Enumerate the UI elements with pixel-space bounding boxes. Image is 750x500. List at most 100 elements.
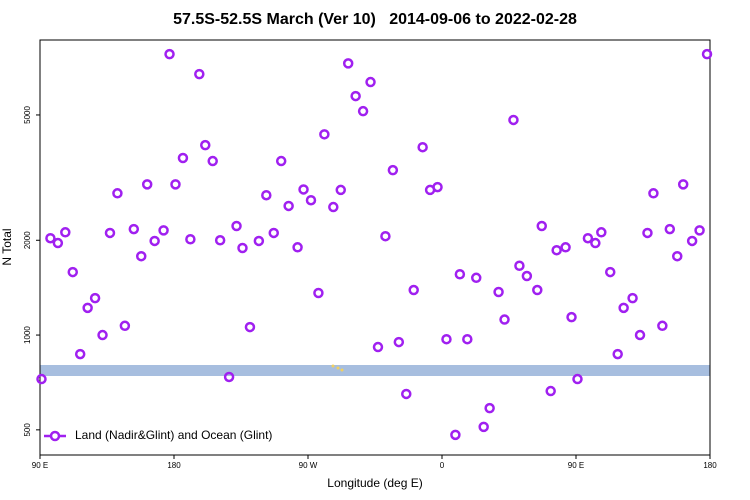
point xyxy=(671,250,683,262)
point xyxy=(67,266,79,278)
point xyxy=(484,402,495,414)
point xyxy=(596,227,607,238)
point xyxy=(335,184,347,196)
x-tick-label: 180 xyxy=(703,461,717,470)
point xyxy=(521,270,533,282)
point xyxy=(52,237,64,249)
point xyxy=(328,201,339,213)
point xyxy=(677,179,689,190)
point xyxy=(627,292,638,304)
plot-frame xyxy=(39,39,711,456)
land-strip xyxy=(40,365,710,376)
y-axis-label: N Total xyxy=(0,228,14,265)
point xyxy=(634,329,646,341)
point xyxy=(545,385,556,397)
point xyxy=(493,286,504,298)
point xyxy=(214,235,226,246)
point xyxy=(664,223,676,235)
point xyxy=(112,188,123,199)
point xyxy=(82,302,93,314)
point xyxy=(441,333,452,345)
x-tick-label: 90 E xyxy=(32,461,48,470)
point xyxy=(253,235,265,247)
point xyxy=(350,90,361,102)
point xyxy=(74,348,86,360)
point xyxy=(36,373,47,385)
point xyxy=(462,333,473,345)
x-tick-label: 90 E xyxy=(568,461,584,470)
point xyxy=(268,227,280,239)
point xyxy=(590,237,601,249)
point xyxy=(454,268,466,280)
point xyxy=(298,184,309,195)
point xyxy=(89,292,101,304)
point xyxy=(141,179,153,190)
point xyxy=(223,371,235,383)
point xyxy=(194,68,205,80)
point xyxy=(648,188,659,199)
point xyxy=(532,284,543,296)
point xyxy=(305,194,317,206)
point xyxy=(104,227,116,239)
chart-title: 57.5S-52.5S March (Ver 10) 2014-09-06 to… xyxy=(173,11,577,28)
point xyxy=(313,287,324,299)
point xyxy=(612,348,623,360)
point xyxy=(149,235,160,247)
point xyxy=(686,235,698,247)
point xyxy=(372,341,384,353)
point xyxy=(657,320,668,332)
x-axis-label: Longitude (deg E) xyxy=(327,476,422,490)
point xyxy=(135,250,147,262)
point xyxy=(185,233,196,245)
point xyxy=(275,155,287,167)
point xyxy=(582,232,594,244)
point xyxy=(536,220,548,232)
point xyxy=(365,76,376,88)
x-tick-label: 180 xyxy=(167,461,181,470)
x-tick-label: 90 W xyxy=(299,461,318,470)
point xyxy=(200,139,211,151)
point xyxy=(393,336,405,348)
point xyxy=(387,164,399,176)
land-dot xyxy=(336,366,340,370)
point xyxy=(244,321,256,333)
point xyxy=(499,314,510,325)
point xyxy=(408,284,419,296)
point xyxy=(478,421,489,433)
point xyxy=(158,225,169,236)
y-tick-label: 500 xyxy=(23,423,32,437)
point xyxy=(292,242,303,253)
point xyxy=(170,179,181,190)
y-tick-label: 1000 xyxy=(23,326,32,344)
point xyxy=(231,220,242,232)
point xyxy=(319,129,330,140)
point xyxy=(357,105,369,117)
point xyxy=(551,244,562,256)
point xyxy=(401,388,412,400)
point xyxy=(572,373,583,385)
point xyxy=(432,181,443,193)
legend-label: Land (Nadir&Glint) and Ocean (Glint) xyxy=(75,428,272,442)
point xyxy=(450,429,461,441)
point xyxy=(119,320,131,332)
point xyxy=(380,230,391,242)
point xyxy=(207,155,218,167)
point xyxy=(283,200,294,212)
point xyxy=(618,302,629,314)
land-dot xyxy=(340,368,344,372)
point xyxy=(470,272,482,284)
point xyxy=(604,266,616,278)
point xyxy=(164,48,175,60)
y-tick-label: 5000 xyxy=(23,106,32,124)
land-dot xyxy=(331,364,335,368)
point xyxy=(177,152,189,164)
point xyxy=(97,329,108,341)
point xyxy=(560,242,571,253)
point xyxy=(642,227,653,239)
point xyxy=(128,223,140,235)
point xyxy=(694,225,705,236)
point xyxy=(45,232,56,244)
point xyxy=(60,227,71,238)
legend-marker xyxy=(49,430,61,442)
